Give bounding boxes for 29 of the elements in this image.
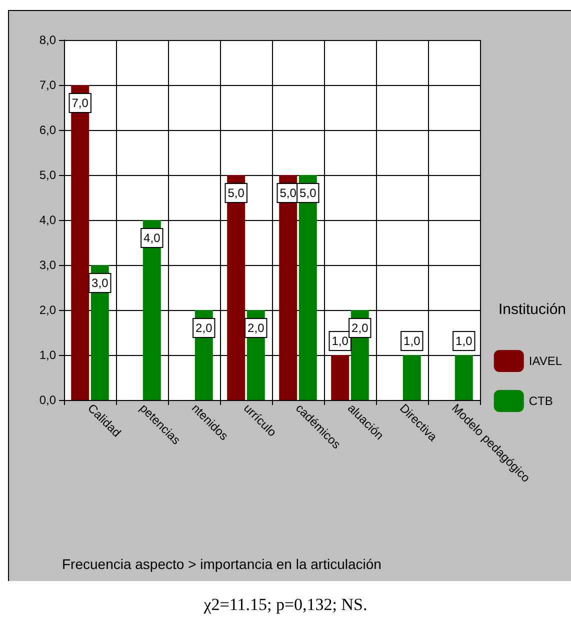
y-tick-label: 1,0: [39, 348, 56, 362]
data-label: 5,0: [228, 186, 245, 200]
data-label: 7,0: [72, 96, 89, 110]
y-tick-label: 5,0: [39, 168, 56, 182]
data-label: 5,0: [300, 186, 317, 200]
data-label: 2,0: [196, 321, 213, 335]
y-tick-label: 3,0: [39, 258, 56, 272]
data-label: 1,0: [404, 334, 421, 348]
data-label: 1,0: [332, 334, 349, 348]
data-label: 3,0: [92, 276, 109, 290]
data-label: 2,0: [352, 321, 369, 335]
y-tick-label: 0,0: [39, 393, 56, 407]
text: χ2=11.15; p=0,132; NS.: [202, 595, 368, 614]
data-label: 1,0: [456, 334, 473, 348]
y-tick-label: 8,0: [39, 33, 56, 47]
legend-title: Institución: [498, 301, 566, 318]
data-label: 2,0: [248, 321, 265, 335]
data-label: 5,0: [280, 186, 297, 200]
bar: [402, 355, 421, 400]
legend-label: CTB: [528, 394, 553, 408]
bar: [331, 355, 350, 400]
y-tick-label: 4,0: [39, 213, 56, 227]
legend-label: IAVEL: [528, 354, 562, 368]
data-label: 4,0: [144, 231, 161, 245]
y-tick-label: 6,0: [39, 123, 56, 137]
y-tick-label: 2,0: [39, 303, 56, 317]
y-tick-label: 7,0: [39, 78, 56, 92]
bar: [454, 355, 473, 400]
text: Frecuencia aspecto > importancia en la articulación: [62, 556, 382, 572]
